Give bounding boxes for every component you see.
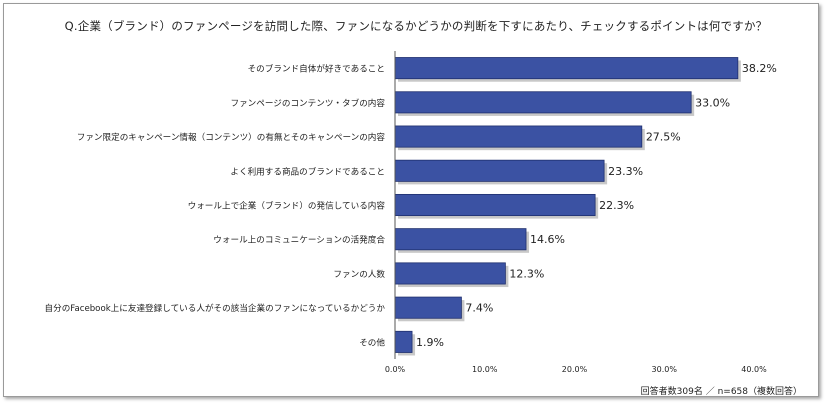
- chart-title: Q.企業（ブランド）のファンページを訪問した際、ファンになるかどうかの判断を下す…: [64, 19, 768, 33]
- value-label: 33.0%: [695, 96, 730, 109]
- bar: [394, 125, 643, 148]
- value-label: 12.3%: [509, 267, 544, 280]
- value-label: 22.3%: [599, 199, 634, 212]
- value-label: 14.6%: [530, 233, 565, 246]
- bar: [394, 228, 527, 251]
- category-label: そのブランド自体が好きであること: [248, 63, 385, 75]
- bar: [394, 159, 605, 182]
- x-tick-label: 30.0%: [652, 365, 678, 374]
- category-label: その他: [359, 336, 385, 348]
- respondent-note: 回答者数309名 ／ n=658（複数回答）: [640, 387, 802, 397]
- chart-frame: Q.企業（ブランド）のファンページを訪問した際、ファンになるかどうかの判断を下す…: [3, 3, 819, 397]
- bar: [394, 296, 462, 319]
- x-tick-label: 20.0%: [562, 365, 588, 374]
- x-tick-label: 10.0%: [472, 365, 498, 374]
- category-label: ウォール上のコミュニケーションの活発度合: [213, 234, 385, 246]
- bar: [394, 91, 692, 114]
- category-label: ウォール上で企業（ブランド）の発信している内容: [188, 200, 386, 212]
- value-label: 7.4%: [465, 302, 493, 315]
- category-label: 自分のFacebook上に友達登録している人がその該当企業のファンになっているか…: [45, 302, 386, 314]
- category-label: ファン限定のキャンペーン情報（コンテンツ）の有無とそのキャンペーンの内容: [77, 131, 386, 143]
- value-label: 27.5%: [646, 131, 681, 144]
- x-tick-label: 40.0%: [741, 365, 767, 374]
- value-label: 38.2%: [742, 62, 777, 75]
- bar-chart: そのブランド自体が好きであること 38.2% ファンページのコンテンツ・タブの内容 3…: [45, 51, 777, 374]
- bar: [394, 193, 596, 217]
- bar: [394, 57, 739, 80]
- bar: [394, 262, 506, 285]
- bar: [394, 330, 413, 353]
- x-tick-label: 0.0%: [385, 365, 406, 374]
- category-label: ファンページのコンテンツ・タブの内容: [230, 97, 385, 109]
- category-label: ファンの人数: [333, 268, 385, 280]
- value-label: 23.3%: [608, 165, 643, 178]
- category-label: よく利用する商品のブランドであること: [230, 165, 385, 177]
- value-label: 1.9%: [416, 336, 444, 349]
